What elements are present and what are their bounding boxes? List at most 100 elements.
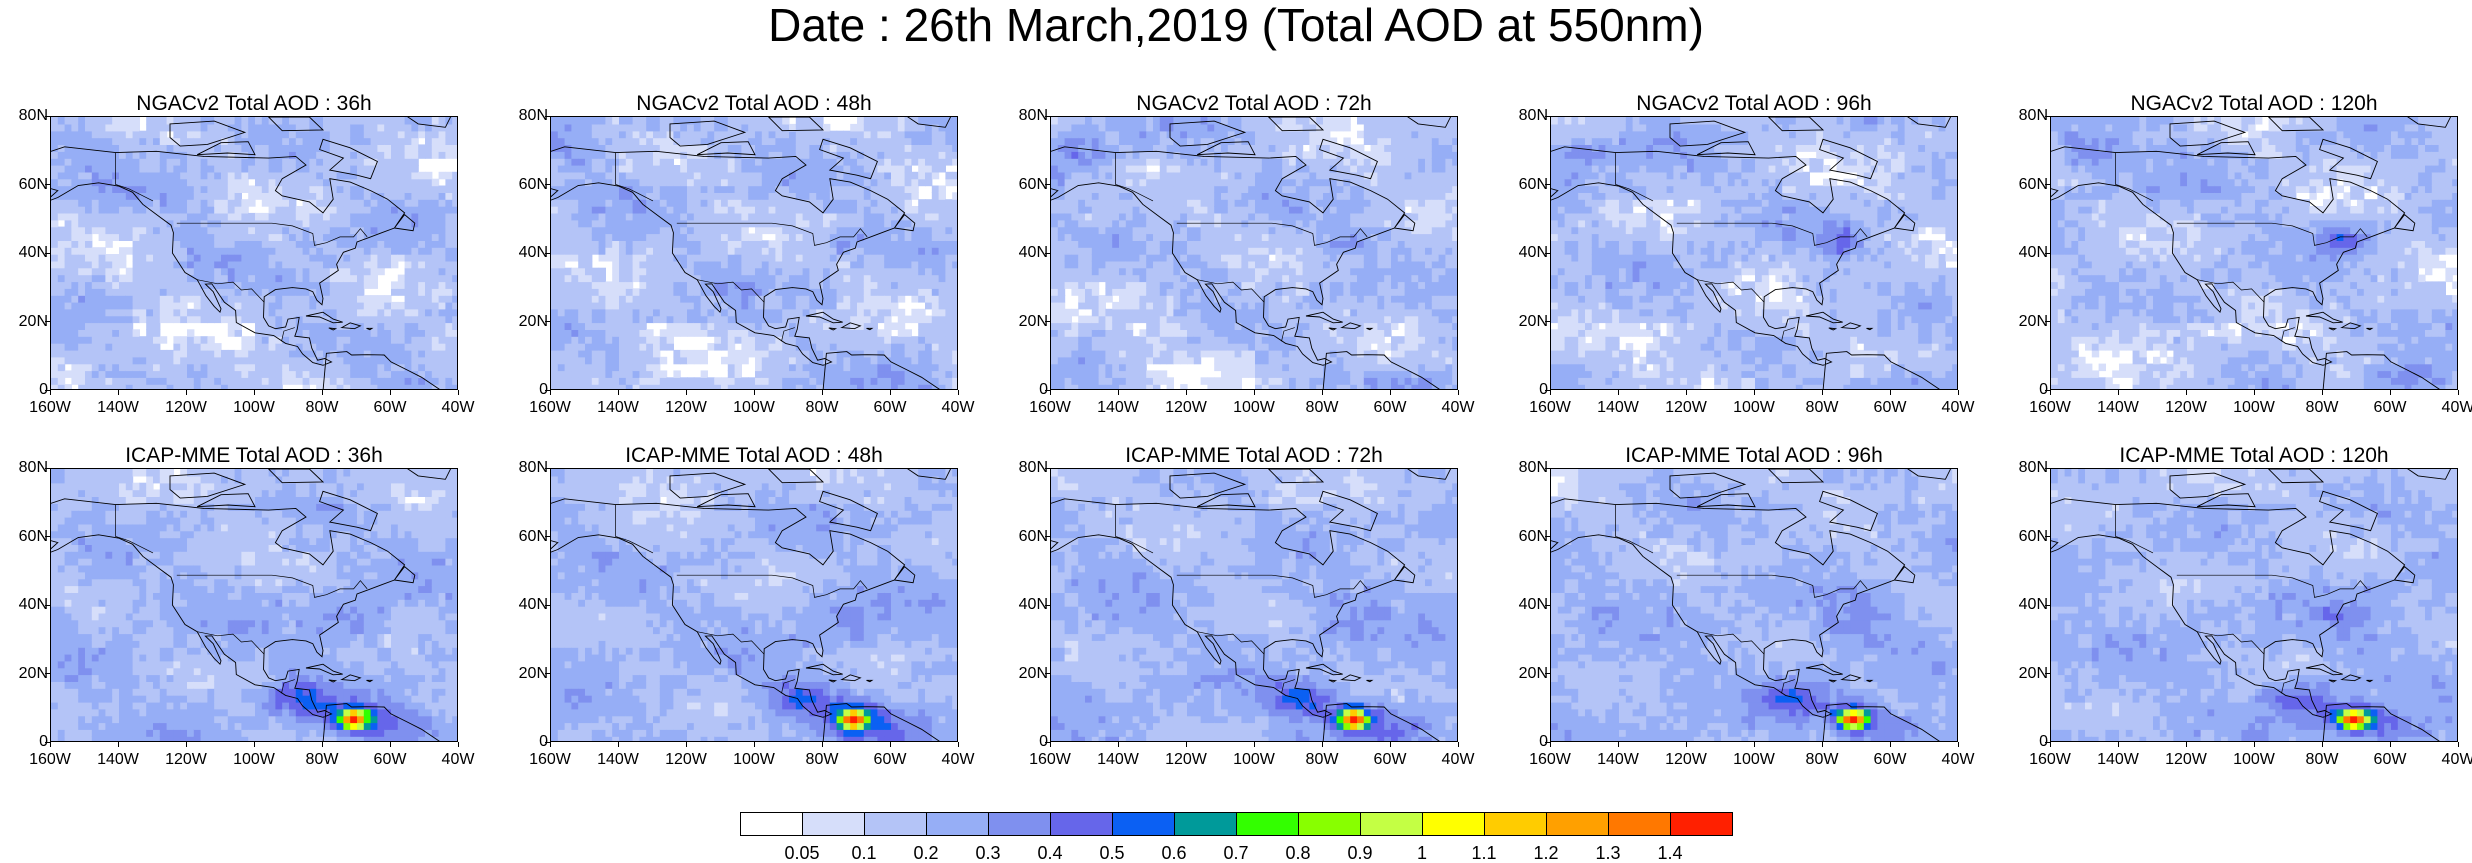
aod-cell <box>592 281 599 289</box>
aod-cell <box>857 138 864 146</box>
aod-cell <box>932 254 939 262</box>
aod-cell <box>330 329 337 337</box>
aod-cell <box>680 254 687 262</box>
aod-cell <box>898 288 905 296</box>
aod-cell <box>262 254 269 262</box>
aod-cell <box>639 179 646 187</box>
aod-cell <box>911 192 918 200</box>
aod-cell <box>939 131 946 139</box>
aod-cell <box>160 131 167 139</box>
aod-cell <box>864 275 871 283</box>
aod-cell <box>85 186 92 194</box>
aod-cell <box>330 295 337 303</box>
aod-cell <box>762 117 769 125</box>
lat-tick-label: 40N <box>518 245 548 261</box>
aod-cell <box>228 377 235 385</box>
aod-cell <box>932 206 939 214</box>
aod-cell <box>585 377 592 385</box>
aod-cell <box>1085 206 1092 214</box>
aod-cell <box>445 302 452 310</box>
aod-cell <box>1071 117 1078 125</box>
aod-cell <box>871 261 878 269</box>
aod-cell <box>850 165 857 173</box>
aod-cell <box>694 234 701 242</box>
aod-cell <box>796 213 803 221</box>
aod-cell <box>599 192 606 200</box>
aod-cell <box>303 275 310 283</box>
aod-cell <box>371 384 378 390</box>
aod-cell <box>405 309 412 317</box>
aod-cell <box>571 213 578 221</box>
aod-cell <box>626 364 633 372</box>
aod-cell <box>809 254 816 262</box>
aod-cell <box>228 275 235 283</box>
aod-cell <box>71 336 78 344</box>
aod-cell <box>1065 370 1072 378</box>
aod-cell <box>884 199 891 207</box>
aod-cell <box>167 370 174 378</box>
aod-cell <box>789 357 796 365</box>
aod-cell <box>146 220 153 228</box>
aod-cell <box>782 377 789 385</box>
aod-cell <box>932 261 939 269</box>
aod-cell <box>187 384 194 390</box>
aod-cell <box>289 350 296 358</box>
aod-cell <box>112 329 119 337</box>
aod-cell <box>871 384 878 390</box>
aod-cell <box>371 343 378 351</box>
aod-cell <box>112 144 119 152</box>
aod-cell <box>707 254 714 262</box>
aod-cell <box>619 329 626 337</box>
aod-cell <box>551 364 558 372</box>
aod-cell <box>71 275 78 283</box>
aod-cell <box>673 213 680 221</box>
aod-cell <box>762 227 769 235</box>
aod-cell <box>99 227 106 235</box>
aod-cell <box>660 370 667 378</box>
aod-cell <box>769 281 776 289</box>
aod-cell <box>343 186 350 194</box>
aod-cell <box>952 151 958 159</box>
aod-cell <box>207 124 214 131</box>
aod-cell <box>146 138 153 146</box>
aod-cell <box>585 343 592 351</box>
aod-cell <box>1099 357 1106 365</box>
aod-cell <box>884 364 891 372</box>
aod-cell <box>350 192 357 200</box>
aod-cell <box>735 247 742 255</box>
aod-cell <box>153 179 160 187</box>
aod-cell <box>782 336 789 344</box>
aod-cell <box>269 357 276 365</box>
aod-cell <box>796 316 803 324</box>
aod-cell <box>105 227 112 235</box>
aod-cell <box>241 206 248 214</box>
aod-cell <box>398 377 405 385</box>
aod-cell <box>605 357 612 365</box>
aod-cell <box>626 343 633 351</box>
aod-cell <box>680 172 687 180</box>
aod-cell <box>146 350 153 358</box>
aod-cell <box>391 234 398 242</box>
aod-cell <box>585 261 592 269</box>
aod-cell <box>1085 329 1092 337</box>
aod-cell <box>139 364 146 372</box>
aod-cell <box>160 179 167 187</box>
aod-cell <box>180 158 187 166</box>
aod-cell <box>619 234 626 242</box>
aod-cell <box>1078 172 1085 180</box>
aod-cell <box>92 254 99 262</box>
aod-cell <box>639 288 646 296</box>
aod-cell <box>133 281 140 289</box>
aod-cell <box>411 131 418 139</box>
aod-cell <box>585 329 592 337</box>
aod-cell <box>221 350 228 358</box>
aod-cell <box>755 336 762 344</box>
aod-cell <box>371 275 378 283</box>
aod-cell <box>911 172 918 180</box>
aod-cell <box>343 364 350 372</box>
aod-cell <box>585 240 592 248</box>
aod-cell <box>850 213 857 221</box>
aod-cell <box>932 357 939 365</box>
aod-cell <box>891 172 898 180</box>
aod-cell <box>605 234 612 242</box>
